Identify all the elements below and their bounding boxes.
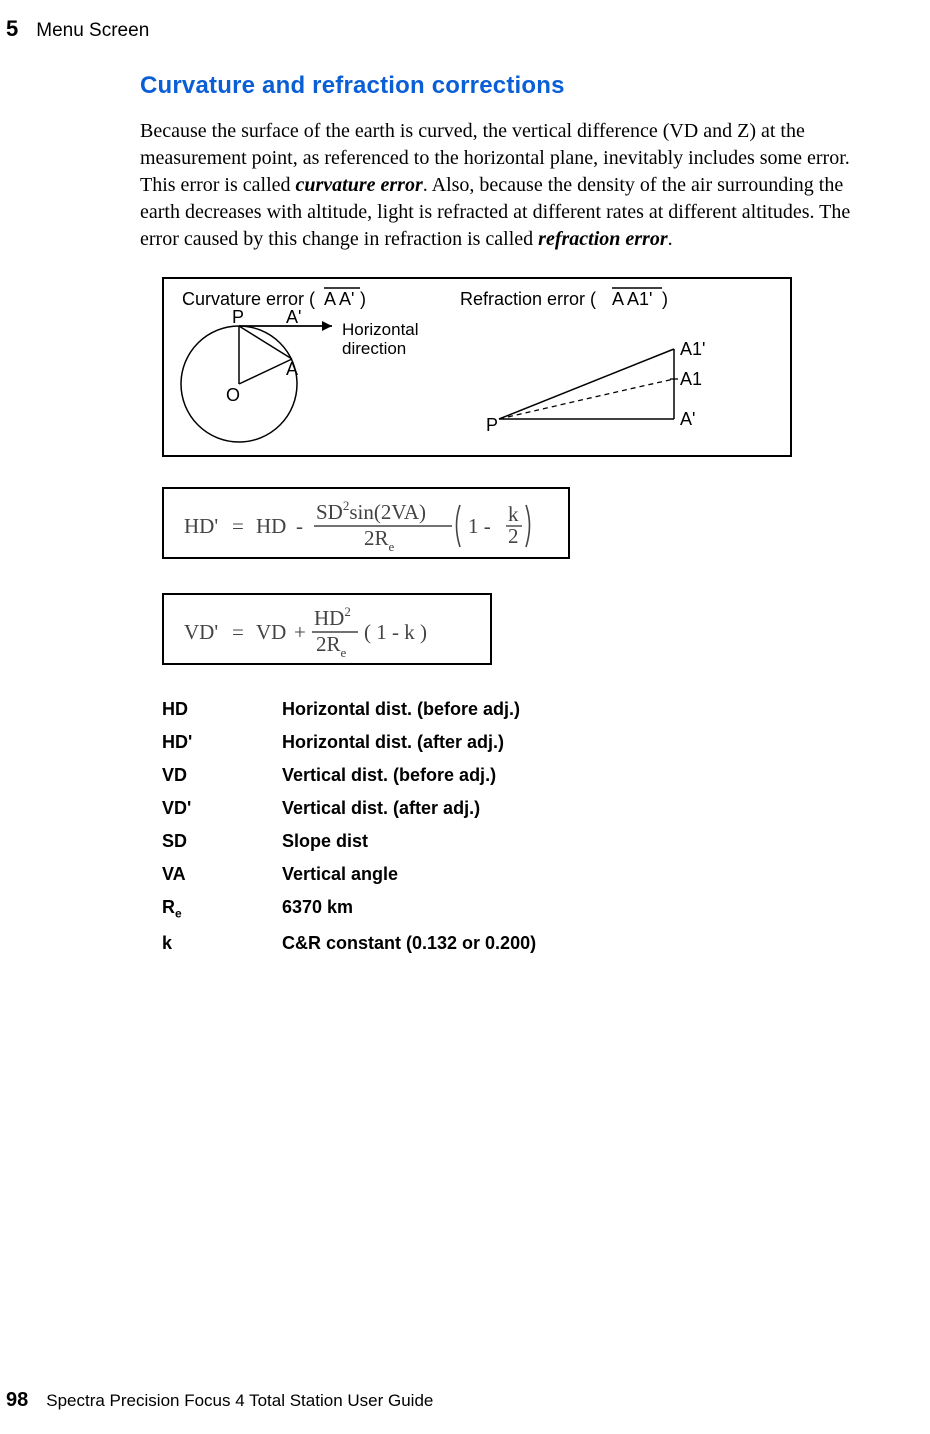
svg-text:P: P [232,307,244,327]
svg-text:SD2sin(2VA): SD2sin(2VA) [316,498,426,524]
svg-text:A': A' [680,409,695,429]
def-val: Vertical dist. (after adj.) [282,798,480,819]
svg-text:A: A [286,359,298,379]
svg-text:VD: VD [256,620,286,644]
svg-text:Curvature error (: Curvature error ( [182,289,315,309]
def-val: C&R constant (0.132 or 0.200) [282,933,536,954]
term-refraction-error: refraction error [538,228,667,250]
svg-text:A': A' [286,307,301,327]
def-row: Re6370 km [162,897,880,921]
def-val: 6370 km [282,897,353,921]
page-footer: 98 Spectra Precision Focus 4 Total Stati… [0,1389,930,1412]
svg-text:2Re: 2Re [316,632,347,660]
svg-text:=: = [232,620,244,644]
svg-text:( 1 - k ): ( 1 - k ) [364,620,427,644]
def-row: HD'Horizontal dist. (after adj.) [162,732,880,753]
def-sym: k [162,933,282,954]
def-sym: SD [162,831,282,852]
svg-text:A1': A1' [680,339,705,359]
def-sym: Re [162,897,282,921]
def-sym: HD [162,699,282,720]
svg-text:O: O [226,385,240,405]
def-row: VAVertical angle [162,864,880,885]
def-row: SDSlope dist [162,831,880,852]
svg-text:-: - [296,514,303,538]
formula-vd-svg: VD' = VD + HD2 2Re ( 1 - k ) [164,595,494,667]
svg-text:2Re: 2Re [364,526,395,554]
chapter-number: 5 [6,16,18,42]
def-sym: HD' [162,732,282,753]
diagram-svg: Curvature error ( A A' ) Refraction erro… [164,279,794,459]
def-val: Vertical dist. (before adj.) [282,765,496,786]
term-curvature-error: curvature error [296,174,423,196]
svg-text:direction: direction [342,339,406,358]
def-val: Vertical angle [282,864,398,885]
svg-text:P: P [486,415,498,435]
svg-text:HD2: HD2 [314,604,351,630]
definitions-list: HDHorizontal dist. (before adj.) HD'Hori… [162,699,880,954]
svg-text:+: + [294,620,306,644]
intro-paragraph: Because the surface of the earth is curv… [140,118,880,253]
page-number: 98 [6,1389,28,1412]
svg-text:=: = [232,514,244,538]
svg-text:Horizontal: Horizontal [342,320,419,339]
svg-text:): ) [662,289,668,309]
def-sym: VD' [162,798,282,819]
svg-text:A A1': A A1' [612,289,652,309]
svg-text:A A': A A' [324,289,354,309]
formula-vd: VD' = VD + HD2 2Re ( 1 - k ) [162,593,492,665]
page-header: 5 Menu Screen [0,16,930,42]
content-column: Curvature and refraction corrections Bec… [140,72,880,966]
formula-hd: HD' = HD - SD2sin(2VA) 2Re 1 - k 2 [162,487,570,559]
svg-text:VD': VD' [184,620,218,644]
def-val: Horizontal dist. (after adj.) [282,732,504,753]
def-row: VDVertical dist. (before adj.) [162,765,880,786]
svg-text:k: k [508,502,519,526]
book-title: Spectra Precision Focus 4 Total Station … [46,1391,433,1411]
svg-text:HD': HD' [184,514,218,538]
svg-text:Refraction error (: Refraction error ( [460,289,596,309]
def-row: HDHorizontal dist. (before adj.) [162,699,880,720]
svg-text:2: 2 [508,524,519,548]
section-heading: Curvature and refraction corrections [140,72,880,100]
def-row: kC&R constant (0.132 or 0.200) [162,933,880,954]
svg-text:A1: A1 [680,369,702,389]
def-sym: VA [162,864,282,885]
def-val: Slope dist [282,831,368,852]
def-row: VD'Vertical dist. (after adj.) [162,798,880,819]
chapter-title: Menu Screen [36,20,149,42]
svg-text:1 -: 1 - [468,514,491,538]
formula-hd-svg: HD' = HD - SD2sin(2VA) 2Re 1 - k 2 [164,489,572,561]
svg-text:): ) [360,289,366,309]
svg-text:HD: HD [256,514,286,538]
para-text-3: . [668,228,673,250]
def-sym: VD [162,765,282,786]
curvature-refraction-diagram: Curvature error ( A A' ) Refraction erro… [162,277,792,457]
def-val: Horizontal dist. (before adj.) [282,699,520,720]
